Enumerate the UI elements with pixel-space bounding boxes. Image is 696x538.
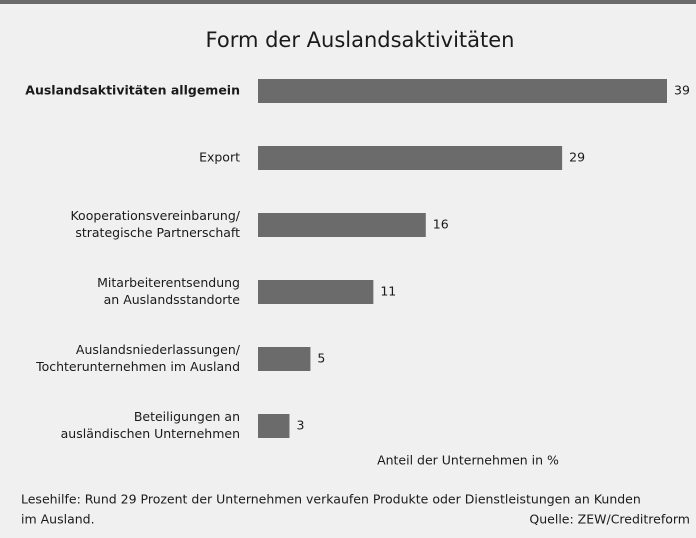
bar: [258, 79, 667, 103]
category-label: strategische Partnerschaft: [75, 225, 240, 240]
source: Quelle: ZEW/Creditreform: [529, 512, 690, 527]
category-label: Auslandsaktivitäten allgemein: [25, 83, 240, 98]
category-label: Kooperationsvereinbarung/: [70, 208, 240, 223]
category-label: an Auslandsstandorte: [104, 292, 241, 307]
category-label: Mitarbeiterentsendung: [97, 275, 240, 290]
bar: [258, 280, 374, 304]
note-line: Lesehilfe: Rund 29 Prozent der Unternehm…: [21, 492, 641, 507]
chart-title: Form der Auslandsaktivitäten: [206, 28, 515, 52]
category-label: Auslandsniederlassungen/: [76, 342, 241, 357]
bar: [258, 213, 426, 237]
x-axis-label: Anteil der Unternehmen in %: [377, 453, 559, 468]
note-line: im Ausland.: [21, 512, 95, 527]
bar: [258, 347, 311, 371]
value-label: 5: [317, 351, 325, 366]
value-label: 39: [674, 83, 690, 98]
category-label: Beteiligungen an: [134, 409, 240, 424]
category-label: ausländischen Unternehmen: [61, 426, 240, 441]
bar: [258, 146, 563, 170]
bar: [258, 414, 290, 438]
value-label: 16: [433, 217, 449, 232]
value-label: 3: [296, 418, 304, 433]
top-border: [0, 0, 696, 4]
category-label: Export: [199, 150, 240, 165]
value-label: 11: [380, 284, 396, 299]
category-label: Tochterunternehmen im Ausland: [35, 359, 240, 374]
value-label: 29: [569, 150, 585, 165]
